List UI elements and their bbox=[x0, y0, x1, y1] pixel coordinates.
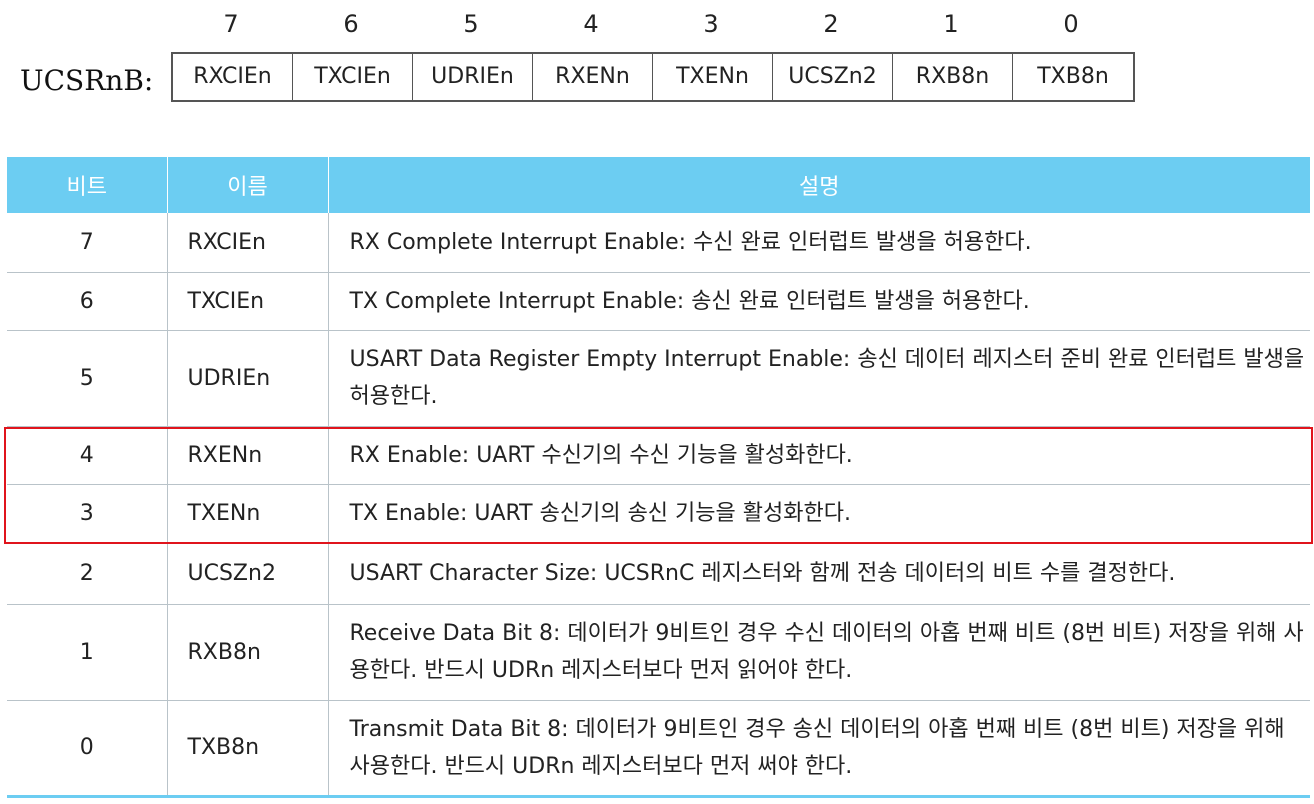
table-row: 0 TXB8n Transmit Data Bit 8: 데이터가 9비트인 경… bbox=[7, 700, 1310, 798]
bit-number: 5 bbox=[463, 10, 479, 38]
name-cell: TXENn bbox=[166, 484, 328, 543]
description-cell: TX Complete Interrupt Enable: 송신 완료 인터럽트… bbox=[327, 272, 1310, 331]
name-cell: RXCIEn bbox=[166, 213, 328, 273]
bit-cell: 5 bbox=[7, 330, 167, 427]
table-row: 5 UDRIEn USART Data Register Empty Inter… bbox=[7, 330, 1310, 427]
bit-cell: 6 bbox=[7, 272, 167, 331]
register-bit-cell: RXCIEn bbox=[173, 54, 293, 100]
bit-cell: 2 bbox=[7, 542, 167, 605]
table-row: 4 RXENn RX Enable: UART 수신기의 수신 기능을 활성화한… bbox=[7, 426, 1310, 485]
register-bit-cell: TXCIEn bbox=[293, 54, 413, 100]
name-cell: RXB8n bbox=[166, 604, 328, 701]
table-row: 6 TXCIEn TX Complete Interrupt Enable: 송… bbox=[7, 272, 1310, 331]
bit-number: 6 bbox=[343, 10, 359, 38]
table-row: 3 TXENn TX Enable: UART 송신기의 송신 기능을 활성화한… bbox=[7, 484, 1310, 543]
name-cell: RXENn bbox=[166, 426, 328, 485]
bit-number: 0 bbox=[1063, 10, 1079, 38]
bit-cell: 0 bbox=[7, 700, 167, 798]
register-bit-cell: TXB8n bbox=[1037, 64, 1109, 89]
description-cell: USART Data Register Empty Interrupt Enab… bbox=[327, 330, 1310, 427]
bit-cell: 7 bbox=[7, 213, 167, 273]
bit-number: 4 bbox=[583, 10, 599, 38]
register-diagram: RXCIEn TXCIEn UDRIEn RXENn TXENn UCSZn2 … bbox=[171, 52, 1135, 102]
column-header-bit: 비트 bbox=[7, 157, 167, 213]
description-cell: TX Enable: UART 송신기의 송신 기능을 활성화한다. bbox=[327, 484, 1310, 543]
table-row: 1 RXB8n Receive Data Bit 8: 데이터가 9비트인 경우… bbox=[7, 604, 1310, 701]
register-bit-cell: TXENn bbox=[653, 54, 773, 100]
description-cell: Receive Data Bit 8: 데이터가 9비트인 경우 수신 데이터의… bbox=[327, 604, 1310, 701]
description-cell: RX Complete Interrupt Enable: 수신 완료 인터럽트… bbox=[327, 213, 1310, 273]
register-label: UCSRnB: bbox=[20, 64, 154, 97]
table-header-row: 비트 이름 설명 bbox=[7, 157, 1310, 213]
register-bit-cell: UCSZn2 bbox=[773, 54, 893, 100]
column-header-description: 설명 bbox=[327, 157, 1310, 213]
bit-description-table: 비트 이름 설명 7 RXCIEn RX Complete Interrupt … bbox=[7, 157, 1310, 798]
description-cell: USART Character Size: UCSRnC 레지스터와 함께 전송… bbox=[327, 542, 1310, 605]
register-bit-cell: UDRIEn bbox=[413, 54, 533, 100]
bit-number-row: 7 6 5 4 3 2 1 0 bbox=[171, 6, 1131, 42]
bit-number: 3 bbox=[703, 10, 719, 38]
name-cell: TXB8n bbox=[166, 700, 328, 798]
bit-cell: 1 bbox=[7, 604, 167, 701]
bit-number: 7 bbox=[223, 10, 239, 38]
table-row: 7 RXCIEn RX Complete Interrupt Enable: 수… bbox=[7, 213, 1310, 273]
description-cell: RX Enable: UART 수신기의 수신 기능을 활성화한다. bbox=[327, 426, 1310, 485]
bit-cell: 3 bbox=[7, 484, 167, 543]
table-row: 2 UCSZn2 USART Character Size: UCSRnC 레지… bbox=[7, 542, 1310, 605]
name-cell: UDRIEn bbox=[166, 330, 328, 427]
name-cell: TXCIEn bbox=[166, 272, 328, 331]
bit-number: 2 bbox=[823, 10, 839, 38]
description-cell: Transmit Data Bit 8: 데이터가 9비트인 경우 송신 데이터… bbox=[327, 700, 1310, 798]
name-cell: UCSZn2 bbox=[166, 542, 328, 605]
bit-cell: 4 bbox=[7, 426, 167, 485]
register-bit-cell: RXENn bbox=[533, 54, 653, 100]
bit-number: 1 bbox=[943, 10, 959, 38]
register-bit-cell: RXB8n bbox=[893, 54, 1013, 100]
column-header-name: 이름 bbox=[166, 157, 328, 213]
